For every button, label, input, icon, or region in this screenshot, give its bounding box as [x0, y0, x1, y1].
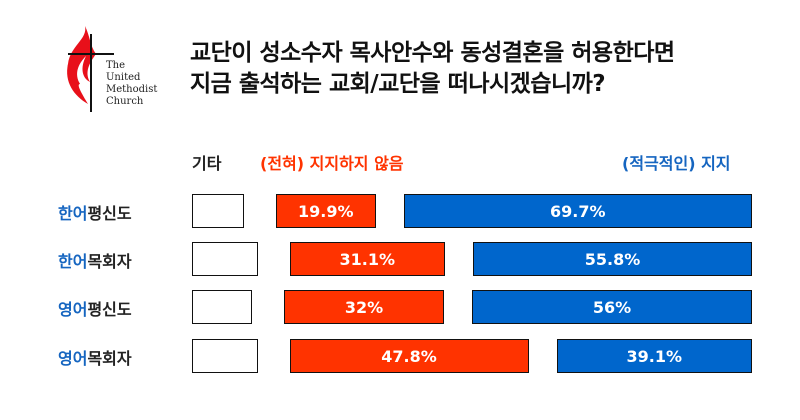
category-label-lang: 한어: [58, 204, 88, 223]
category-label-lang: 한어: [58, 252, 88, 271]
bar-other: [192, 290, 252, 324]
umc-logo: [60, 24, 170, 114]
logo-line: Methodist: [106, 84, 158, 95]
bar-support: 56%: [472, 290, 752, 324]
category-label-group: 평신도: [87, 300, 132, 319]
category-label: 한어평신도: [58, 200, 132, 224]
category-label-lang: 영어: [58, 300, 88, 319]
category-label: 한어목회자: [58, 248, 132, 272]
title-line: 지금 출석하는 교회/교단을 떠나시겠습니까?: [190, 71, 606, 97]
category-label-group: 목회자: [87, 349, 132, 368]
bar-other: [192, 339, 258, 373]
cross-flame-icon: [67, 26, 114, 112]
legend-other: 기타: [192, 154, 222, 173]
bar-support: 69.7%: [403, 194, 752, 228]
category-label: 영어평신도: [58, 296, 132, 320]
bar-support: 55.8%: [473, 242, 752, 276]
bar-other: [192, 194, 244, 228]
bar-other: [192, 242, 258, 276]
bar-oppose: 19.9%: [276, 194, 376, 228]
title-line: 교단이 성소수자 목사안수와 동성결혼을 허용한다면: [190, 40, 675, 66]
bar-oppose: 31.1%: [289, 242, 445, 276]
category-label-group: 평신도: [87, 204, 132, 223]
logo-line: United: [106, 72, 141, 83]
bar-support: 39.1%: [556, 339, 752, 373]
category-label: 영어목회자: [58, 345, 132, 369]
chart-title: 교단이 성소수자 목사안수와 동성결혼을 허용한다면 지금 출석하는 교회/교단…: [190, 38, 675, 100]
legend-support: (적극적인) 지지: [622, 154, 731, 173]
logo-line: The: [106, 60, 126, 71]
category-label-lang: 영어: [58, 349, 88, 368]
logo-text: The United Methodist Church: [106, 60, 157, 108]
bar-oppose: 47.8%: [289, 339, 529, 373]
logo-line: Church: [106, 96, 144, 107]
category-label-group: 목회자: [87, 252, 132, 271]
bar-oppose: 32%: [284, 290, 444, 324]
legend-oppose: (전혀) 지지하지 않음: [260, 154, 404, 173]
